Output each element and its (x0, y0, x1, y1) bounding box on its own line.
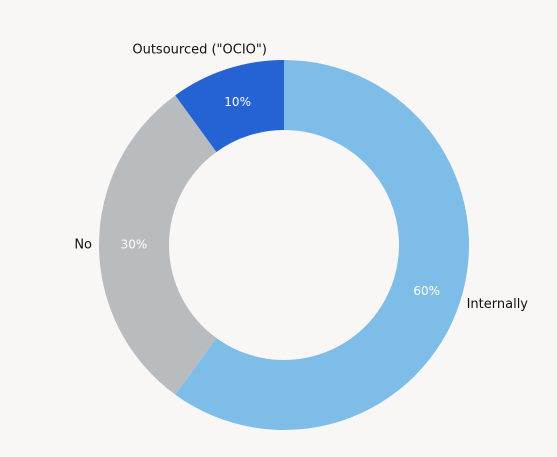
value-label: 30% (121, 238, 148, 252)
category-label: Outsourced ("OCIO") (132, 43, 267, 58)
category-label: Internally (467, 297, 529, 312)
donut-slice (175, 60, 284, 152)
value-label: 60% (413, 284, 440, 298)
donut-slice (175, 60, 469, 430)
category-label: No (74, 238, 92, 253)
value-label: 10% (224, 95, 251, 109)
donut-slice (98, 95, 217, 395)
